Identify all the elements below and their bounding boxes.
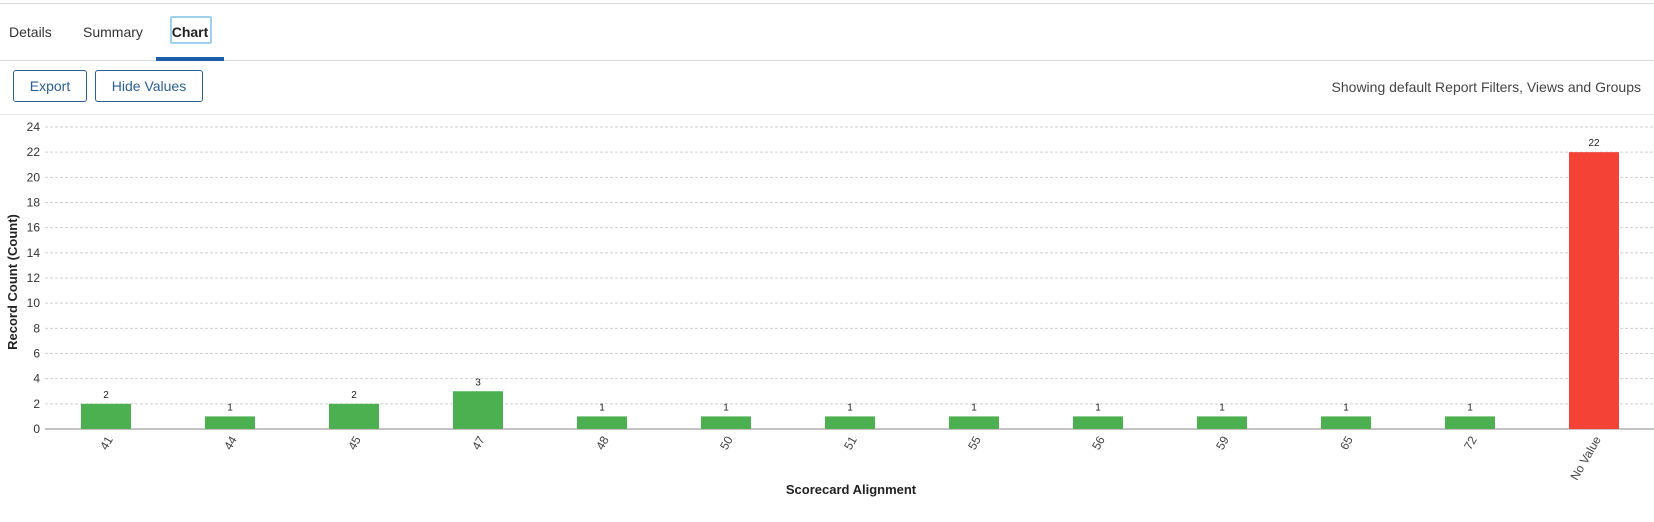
x-tick-label: 50 xyxy=(717,433,736,452)
data-label: 3 xyxy=(475,377,481,388)
report-filter-note: Showing default Report Filters, Views an… xyxy=(1331,79,1641,95)
tab-chart-label: Chart xyxy=(171,24,209,40)
hide-values-button[interactable]: Hide Values xyxy=(95,70,203,102)
data-label: 1 xyxy=(1343,402,1349,413)
top-divider xyxy=(0,3,1654,4)
x-tick-label: 45 xyxy=(345,433,364,452)
x-tick-label: 59 xyxy=(1213,433,1232,452)
x-tick-label: 51 xyxy=(841,433,860,452)
y-tick-label: 4 xyxy=(33,372,40,386)
data-label: 1 xyxy=(599,402,605,413)
view-tabs: Details Summary Chart xyxy=(0,4,1654,61)
x-tick-label: 48 xyxy=(593,433,612,452)
y-tick-label: 8 xyxy=(33,321,40,335)
data-label: 1 xyxy=(1095,402,1101,413)
x-tick-label: No Value xyxy=(1568,433,1605,482)
y-tick-label: 6 xyxy=(33,347,40,361)
y-tick-label: 22 xyxy=(27,145,41,159)
y-tick-label: 20 xyxy=(27,170,41,184)
bar-51 xyxy=(825,416,875,429)
tab-focus-ring xyxy=(170,16,212,44)
y-tick-label: 14 xyxy=(27,246,41,260)
bar-45 xyxy=(329,403,379,429)
tab-details[interactable]: Details xyxy=(9,24,52,40)
y-tick-label: 16 xyxy=(27,221,41,235)
active-tab-indicator xyxy=(156,57,224,61)
bar-50 xyxy=(701,416,751,429)
bar-no-value xyxy=(1569,152,1619,429)
y-tick-label: 24 xyxy=(27,120,41,134)
y-tick-label: 2 xyxy=(33,397,40,411)
bar-44 xyxy=(205,416,255,429)
bar-chart: 0246810121416182022242411442453471481501… xyxy=(5,120,1654,497)
data-label: 1 xyxy=(1219,402,1225,413)
bar-55 xyxy=(949,416,999,429)
bar-72 xyxy=(1445,416,1495,429)
x-tick-label: 55 xyxy=(965,433,984,452)
x-tick-label: 56 xyxy=(1089,433,1108,452)
bar-47 xyxy=(453,391,503,429)
bar-59 xyxy=(1197,416,1247,429)
data-label: 22 xyxy=(1588,138,1600,149)
y-tick-label: 0 xyxy=(33,422,40,436)
data-label: 1 xyxy=(847,402,853,413)
x-tick-label: 47 xyxy=(469,433,488,452)
export-button[interactable]: Export xyxy=(13,70,87,102)
tab-summary[interactable]: Summary xyxy=(83,24,143,40)
data-label: 1 xyxy=(723,402,729,413)
bar-48 xyxy=(577,416,627,429)
report-toolbar: Export Hide Values Showing default Repor… xyxy=(0,60,1654,115)
y-tick-label: 18 xyxy=(27,196,41,210)
x-tick-label: 44 xyxy=(221,433,240,452)
bar-41 xyxy=(81,403,131,429)
data-label: 2 xyxy=(103,390,109,401)
data-label: 1 xyxy=(1467,402,1473,413)
x-tick-label: 65 xyxy=(1337,433,1356,452)
x-tick-label: 41 xyxy=(97,433,116,452)
tab-chart[interactable]: Chart xyxy=(156,4,224,61)
x-tick-label: 72 xyxy=(1461,433,1480,452)
y-tick-label: 10 xyxy=(27,296,41,310)
bar-56 xyxy=(1073,416,1123,429)
bar-65 xyxy=(1321,416,1371,429)
data-label: 1 xyxy=(227,402,233,413)
y-axis-title: Record Count (Count) xyxy=(5,214,20,350)
x-axis-title: Scorecard Alignment xyxy=(786,482,917,497)
data-label: 2 xyxy=(351,390,357,401)
y-tick-label: 12 xyxy=(27,271,41,285)
data-label: 1 xyxy=(971,402,977,413)
